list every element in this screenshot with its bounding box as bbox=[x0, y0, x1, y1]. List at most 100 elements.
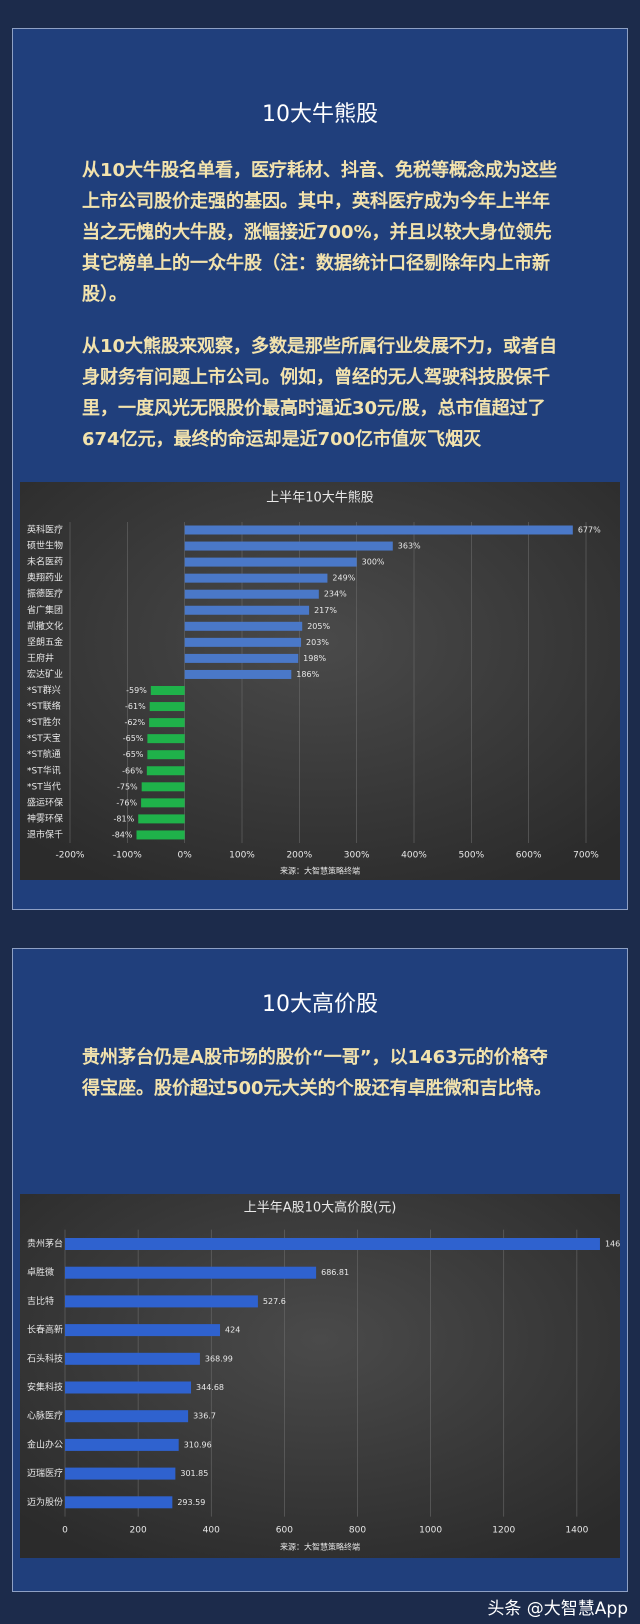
y-tick-label: *ST航通 bbox=[27, 748, 61, 760]
bar bbox=[65, 1352, 200, 1365]
x-tick-label: 200% bbox=[286, 851, 312, 861]
value-label: 363% bbox=[398, 542, 421, 551]
value-label: 217% bbox=[314, 606, 337, 615]
x-tick-label: 600 bbox=[276, 1526, 293, 1536]
bar bbox=[65, 1496, 173, 1509]
y-tick-label: 石头科技 bbox=[27, 1352, 63, 1364]
value-label: 677% bbox=[578, 526, 601, 535]
value-label: -84% bbox=[112, 830, 133, 839]
bar bbox=[149, 718, 185, 728]
y-tick-label: 盛运环保 bbox=[27, 796, 63, 808]
y-tick-label: 省广集团 bbox=[27, 604, 63, 616]
bar bbox=[65, 1324, 221, 1337]
y-tick-label: 振德医疗 bbox=[27, 588, 63, 600]
value-label: 198% bbox=[303, 654, 326, 663]
value-label: 686.81 bbox=[321, 1268, 349, 1277]
bar bbox=[141, 782, 185, 792]
bar bbox=[150, 686, 185, 695]
x-tick-label: 0% bbox=[178, 851, 193, 861]
value-label: -75% bbox=[117, 782, 138, 791]
value-label: 336.7 bbox=[193, 1412, 216, 1421]
value-label: -76% bbox=[116, 798, 137, 807]
bar bbox=[184, 573, 328, 583]
bar bbox=[184, 637, 302, 647]
bar bbox=[65, 1238, 600, 1250]
y-tick-label: 金山办公 bbox=[27, 1438, 63, 1450]
x-tick-label: 300% bbox=[344, 851, 370, 861]
x-tick-label: 500% bbox=[458, 851, 484, 861]
value-label: 424 bbox=[225, 1326, 240, 1335]
value-label: -81% bbox=[114, 814, 135, 823]
value-label: 186% bbox=[296, 670, 319, 679]
x-tick-label: 400 bbox=[203, 1526, 220, 1536]
bar bbox=[184, 557, 357, 567]
chart-title: 上半年10大牛熊股 bbox=[266, 490, 374, 506]
bar bbox=[184, 605, 310, 615]
bar bbox=[184, 621, 303, 631]
paragraph: 贵州茅台仍是A股市场的股价“一哥”，以1463元的价格夺得宝座。股价超过500元… bbox=[82, 1047, 552, 1099]
y-tick-label: *ST胜尔 bbox=[27, 716, 61, 728]
x-tick-label: 700% bbox=[573, 851, 599, 861]
y-tick-label: 迈为股份 bbox=[27, 1496, 63, 1508]
y-tick-label: 奥翔药业 bbox=[27, 572, 63, 584]
bar bbox=[65, 1295, 258, 1308]
value-label: 344.68 bbox=[196, 1383, 224, 1392]
bar bbox=[138, 814, 185, 824]
x-tick-label: 1000 bbox=[419, 1526, 442, 1536]
source-note: 来源：大智慧策略终端 bbox=[280, 1542, 360, 1552]
y-tick-label: 坚朗五金 bbox=[27, 636, 63, 648]
value-label: -65% bbox=[123, 750, 144, 759]
bar bbox=[136, 830, 185, 840]
y-tick-label: *ST群兴 bbox=[27, 684, 61, 696]
value-label: -62% bbox=[124, 718, 145, 727]
bar bbox=[147, 734, 185, 744]
value-label: 310.96 bbox=[184, 1440, 212, 1449]
value-label: 293.59 bbox=[177, 1498, 205, 1507]
x-tick-label: -100% bbox=[113, 851, 142, 861]
source-note: 来源：大智慧策略终端 bbox=[280, 866, 360, 876]
bar bbox=[65, 1438, 179, 1451]
bar bbox=[184, 669, 292, 679]
x-tick-label: 100% bbox=[229, 851, 255, 861]
value-label: 368.99 bbox=[205, 1354, 233, 1363]
bar bbox=[141, 798, 185, 808]
bar bbox=[184, 541, 393, 551]
value-label: -61% bbox=[125, 702, 146, 711]
value-label: -59% bbox=[126, 686, 147, 695]
x-tick-label: 800 bbox=[349, 1526, 366, 1536]
y-tick-label: 宏达矿业 bbox=[27, 668, 63, 680]
y-tick-label: *ST天宝 bbox=[27, 732, 61, 744]
y-tick-label: 卓胜微 bbox=[27, 1266, 54, 1278]
bar bbox=[149, 702, 185, 712]
x-tick-label: 200 bbox=[130, 1526, 147, 1536]
y-tick-label: 凯撒文化 bbox=[27, 620, 63, 632]
value-label: 249% bbox=[332, 574, 355, 583]
bar bbox=[184, 653, 299, 663]
x-tick-label: 1200 bbox=[492, 1526, 515, 1536]
value-label: 300% bbox=[362, 558, 385, 567]
bar bbox=[184, 525, 573, 535]
value-label: -65% bbox=[123, 734, 144, 743]
x-tick-label: 600% bbox=[516, 851, 542, 861]
x-tick-label: 400% bbox=[401, 851, 427, 861]
y-tick-label: 贵州茅台 bbox=[27, 1238, 63, 1250]
y-tick-label: *ST华讯 bbox=[27, 764, 61, 776]
section-title: 10大牛熊股 bbox=[262, 102, 378, 127]
value-label: 301.85 bbox=[180, 1469, 208, 1478]
y-tick-label: 迈瑞医疗 bbox=[27, 1467, 63, 1479]
bar bbox=[146, 766, 185, 776]
y-tick-label: 英科医疗 bbox=[27, 524, 63, 536]
y-tick-label: *ST当代 bbox=[27, 780, 61, 792]
x-tick-label: -200% bbox=[56, 851, 85, 861]
bar bbox=[65, 1467, 176, 1480]
y-tick-label: 王府井 bbox=[27, 652, 54, 664]
watermark: 头条 @大智慧App bbox=[487, 1599, 628, 1619]
chart: 上半年10大牛熊股 -200% -100% 0% 100% 200% 300% 400% 500… bbox=[20, 482, 620, 880]
y-tick-label: *ST联络 bbox=[27, 700, 61, 712]
value-label: 205% bbox=[307, 622, 330, 631]
y-tick-label: 未名医药 bbox=[27, 556, 63, 568]
chart: 上半年A股10大高价股(元) 0 200 400 600 800 1000 1200 1400 1… bbox=[20, 1194, 620, 1558]
paragraph: 从10大牛股名单看，医疗耗材、抖音、免税等概念成为这些上市公司股价走强的基因。其… bbox=[82, 160, 558, 305]
bar bbox=[65, 1266, 317, 1279]
